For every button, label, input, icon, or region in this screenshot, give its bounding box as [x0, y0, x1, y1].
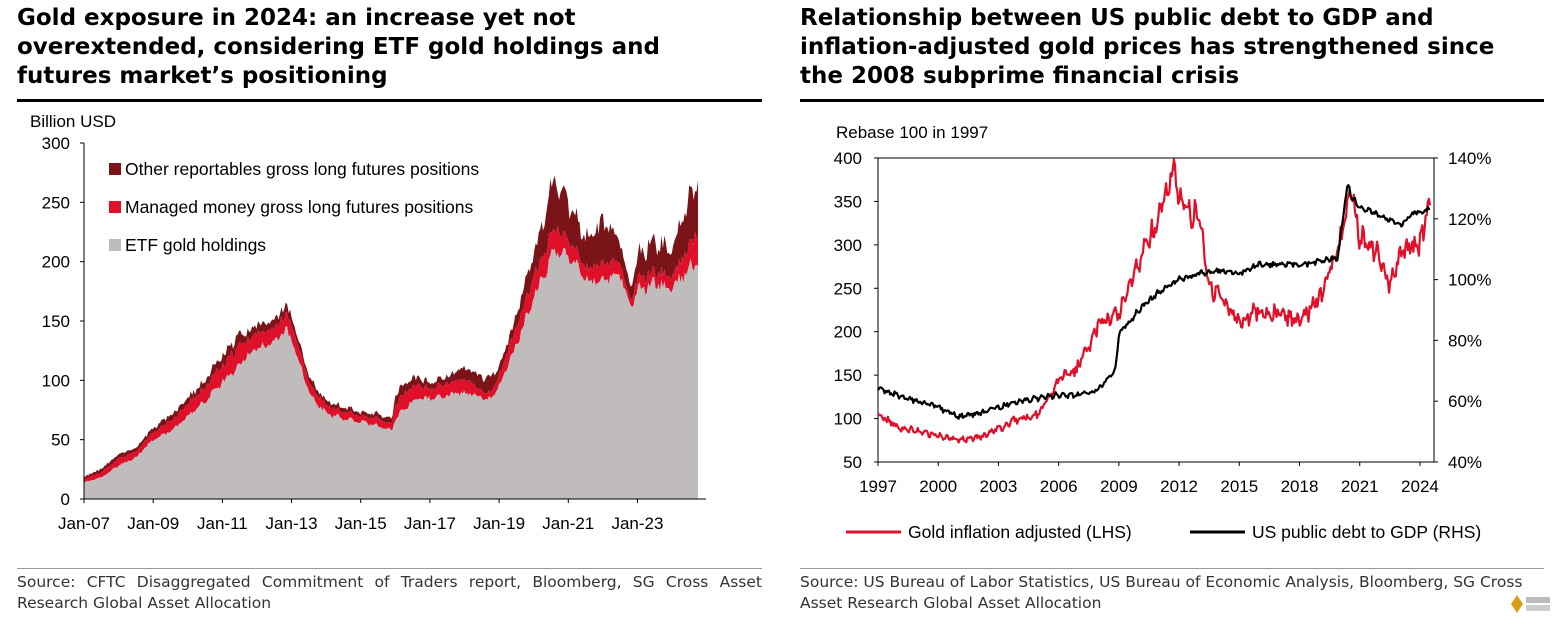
y-tick-label-right: 60%	[1448, 392, 1482, 411]
x-tick-label: 2009	[1100, 477, 1138, 496]
x-tick-label: Jan-21	[542, 514, 594, 533]
y-tick-label-left: 50	[843, 453, 862, 472]
x-tick-label: 2018	[1281, 477, 1319, 496]
y-tick-label: 100	[42, 371, 70, 390]
y-axis-title: Rebase 100 in 1997	[836, 123, 988, 142]
y-tick-label-left: 300	[834, 236, 862, 255]
y-tick-label-left: 400	[834, 149, 862, 168]
x-tick-label: Jan-13	[266, 514, 318, 533]
area-series-2	[84, 175, 698, 480]
plot-frame	[877, 157, 1435, 463]
x-tick-label: Jan-11	[197, 514, 248, 533]
legend-swatch-2	[109, 163, 121, 175]
x-tick-label: 1997	[859, 477, 897, 496]
y-tick-label: 250	[42, 193, 70, 212]
legend-label-0: ETF gold holdings	[125, 235, 266, 255]
legend-label-1: US public debt to GDP (RHS)	[1252, 522, 1481, 542]
y-tick-label: 50	[51, 431, 70, 450]
gold-debt-line-chart: Rebase 100 in 1997 50 100 150 200 250 300 350 40…	[834, 123, 1492, 542]
legend-swatch-1	[109, 201, 121, 213]
line-series-1	[877, 184, 1430, 420]
area-series-0	[84, 247, 698, 499]
legend-label-0: Gold inflation adjusted (LHS)	[908, 522, 1132, 542]
x-tick-label: Jan-15	[335, 514, 387, 533]
legend-label-1: Managed money gross long futures positio…	[125, 197, 474, 217]
y-tick-label-left: 250	[834, 279, 862, 298]
y-tick-label-left: 100	[834, 410, 862, 429]
x-tick-label: 2000	[919, 477, 957, 496]
x-tick-label: 2024	[1401, 477, 1439, 496]
y-tick-label-right: 40%	[1448, 453, 1482, 472]
y-tick-label: 0	[61, 490, 70, 509]
x-tick-label: Jan-23	[611, 514, 663, 533]
left-source-rule	[17, 568, 762, 569]
y-tick-label: 150	[42, 312, 70, 331]
x-tick-label: 2015	[1220, 477, 1258, 496]
y-axis-title: Billion USD	[30, 112, 116, 131]
x-tick-label: 2003	[980, 477, 1018, 496]
right-source-rule	[800, 568, 1544, 569]
watermark-logo-icon	[1511, 595, 1550, 613]
right-chart-title: Relationship between US public debt to G…	[800, 5, 1495, 89]
legend-swatch-0	[109, 239, 121, 251]
x-tick-label: Jan-17	[404, 514, 456, 533]
x-tick-label: 2006	[1040, 477, 1078, 496]
y-tick-label-right: 100%	[1448, 271, 1491, 290]
y-tick-label-left: 350	[834, 192, 862, 211]
y-tick-label: 200	[42, 253, 70, 272]
etf-futures-area-chart: Billion USD 0 50 100 150 200 250 300 Jan-07 Jan-0…	[30, 112, 706, 533]
y-tick-label-right: 80%	[1448, 331, 1482, 350]
x-tick-label: Jan-09	[127, 514, 179, 533]
right-source-note: Source: US Bureau of Labor Statistics, U…	[800, 573, 1523, 612]
right-title-rule	[800, 99, 1544, 102]
line-series-0	[877, 158, 1432, 444]
x-tick-label: 2021	[1341, 477, 1379, 496]
legend-label-2: Other reportables gross long futures pos…	[125, 159, 479, 179]
left-source-note: Source: CFTC Disaggregated Commitment of…	[17, 573, 762, 612]
y-tick-label: 300	[42, 134, 70, 153]
y-tick-label-right: 120%	[1448, 210, 1491, 229]
x-tick-label: 2012	[1160, 477, 1198, 496]
y-tick-label-left: 200	[834, 323, 862, 342]
y-tick-label-right: 140%	[1448, 149, 1491, 168]
y-tick-label-left: 150	[834, 366, 862, 385]
left-chart-title: Gold exposure in 2024: an increase yet n…	[17, 5, 660, 89]
left-title-rule	[17, 99, 762, 102]
x-tick-label: Jan-19	[473, 514, 525, 533]
x-tick-label: Jan-07	[58, 514, 110, 533]
